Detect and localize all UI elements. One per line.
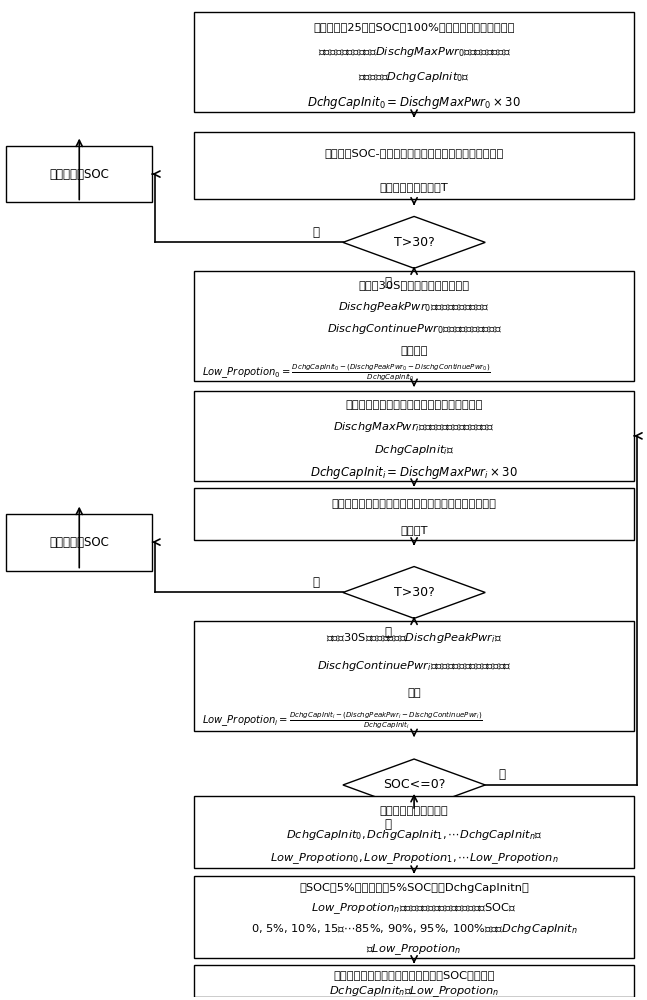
Text: SOC<=0?: SOC<=0? [383,778,445,791]
Text: 到此时的峰值放电功率$DischgMaxPwr_0$，得到电池的初始: 到此时的峰值放电功率$DischgMaxPwr_0$，得到电池的初始 [318,45,510,59]
Bar [194,621,634,731]
Text: 记录该30S内以峰值功率放电电量: 记录该30S内以峰值功率放电电量 [358,280,470,290]
Text: 否: 否 [498,768,505,781]
Text: 值：: 值： [407,688,421,698]
Text: $DischgPeakPwr_0$和以持续功率放电电量: $DischgPeakPwr_0$和以持续功率放电电量 [338,300,490,314]
Polygon shape [343,216,485,268]
Text: T>30?: T>30? [394,586,434,599]
Text: 否: 否 [313,226,319,239]
Text: 以SOC为5%为间隔，在5%SOC内取DchgCapInitn和: 以SOC为5%为间隔，在5%SOC内取DchgCapInitn和 [299,883,529,893]
Text: $Low\_Propotion_n$最小值，至此，可以得到该温度下SOC为: $Low\_Propotion_n$最小值，至此，可以得到该温度下SOC为 [311,901,517,916]
Text: 设定温度为25度，SOC为100%。查峰值放电功率表，得: 设定温度为25度，SOC为100%。查峰值放电功率表，得 [313,22,515,32]
Text: 比例值：: 比例值： [400,346,428,356]
Text: $Low\_Propotion_0=\frac{DchgCapInit_0-(DischgPeakPwr_0-DischgContinuePwr_0)}{Dch: $Low\_Propotion_0=\frac{DchgCapInit_0-(D… [202,362,490,383]
Text: 是: 是 [385,276,391,289]
Text: 并计时T: 并计时T [400,525,428,535]
Text: $DchgCapInit_0, DchgCapInit_1, \cdots DchgCapInit_n$及: $DchgCapInit_0, DchgCapInit_1, \cdots Dc… [286,828,542,842]
Bar [194,271,634,381]
Bar [194,876,634,958]
Text: 峰值放电功率表得到峰值放电电流，以该电流开始放电: 峰值放电功率表得到峰值放电电流，以该电流开始放电 [331,499,497,509]
Text: 和$Low\_Propotion_n$: 和$Low\_Propotion_n$ [366,942,462,957]
Bar [6,514,152,571]
Bar [6,146,152,202]
Text: T>30?: T>30? [394,236,434,249]
Bar [194,12,634,112]
Text: $DischgMaxPwr_i$，得到电池的初始可放电能量: $DischgMaxPwr_i$，得到电池的初始可放电能量 [333,420,495,434]
Text: 查峰值放电功率表，得到此时的峰值放电功率: 查峰值放电功率表，得到此时的峰值放电功率 [345,400,483,410]
Text: 否: 否 [313,576,319,589]
Text: $DischgContinuePwr_i$，计算此时的持续功率线的比例: $DischgContinuePwr_i$，计算此时的持续功率线的比例 [316,659,512,673]
Text: 重复上述步骤，即可得到各个温度和SOC下对应的: 重复上述步骤，即可得到各个温度和SOC下对应的 [333,970,495,980]
Text: 得到此时的SOC: 得到此时的SOC [49,536,109,549]
Bar [194,965,634,997]
Text: 记录该30S内累积放电电量$DischgPeakPwr_i$和: 记录该30S内累积放电电量$DischgPeakPwr_i$和 [326,631,502,645]
Text: 是: 是 [385,626,391,639]
Text: $DchgCapInit_i$：: $DchgCapInit_i$： [374,443,454,457]
Text: $Low\_Propotion_i=\frac{DchgCapInit_i-(DischgPeakPwr_i-DischgContinuePwr_i)}{Dch: $Low\_Propotion_i=\frac{DchgCapInit_i-(D… [202,710,483,731]
Polygon shape [343,567,485,618]
Text: $DischgContinuePwr_0$，此时的持续功率线的: $DischgContinuePwr_0$，此时的持续功率线的 [327,322,501,336]
Bar [194,132,634,199]
Text: 获取该温度下的所有的: 获取该温度下的所有的 [380,806,448,816]
Bar [194,488,634,540]
Text: 0, 5%, 10%, 15，$\cdots$85%, 90%, 95%, 100%对应的$DchgCapInit_n$: 0, 5%, 10%, 15，$\cdots$85%, 90%, 95%, 10… [250,922,578,936]
Polygon shape [343,759,485,811]
Text: $Low\_Propotion_0, Low\_Propotion_1, \cdots Low\_Propotion_n$: $Low\_Propotion_0, Low\_Propotion_1, \cd… [270,851,558,866]
Text: $DchgCapInit_n$和$Low\_Propotion_n$: $DchgCapInit_n$和$Low\_Propotion_n$ [329,984,499,999]
Text: $DchgCapInit_i = DischgMaxPwr_i \times 30$: $DchgCapInit_i = DischgMaxPwr_i \times 3… [310,464,518,481]
Text: $DchgCapInit_0 = DischgMaxPwr_0 \times 30$: $DchgCapInit_0 = DischgMaxPwr_0 \times 3… [307,94,521,111]
Text: 查温度、SOC-峰值放电功率表得到峰值放电功率，以该: 查温度、SOC-峰值放电功率表得到峰值放电功率，以该 [324,148,504,158]
Text: 得到此时的SOC: 得到此时的SOC [49,168,109,181]
Text: 可放电能量$DchgCapInit_0$：: 可放电能量$DchgCapInit_0$： [358,70,470,84]
Bar [194,796,634,868]
Text: 是: 是 [385,818,391,831]
Text: 电流开始放电并计时T: 电流开始放电并计时T [380,182,448,192]
Bar [194,391,634,481]
